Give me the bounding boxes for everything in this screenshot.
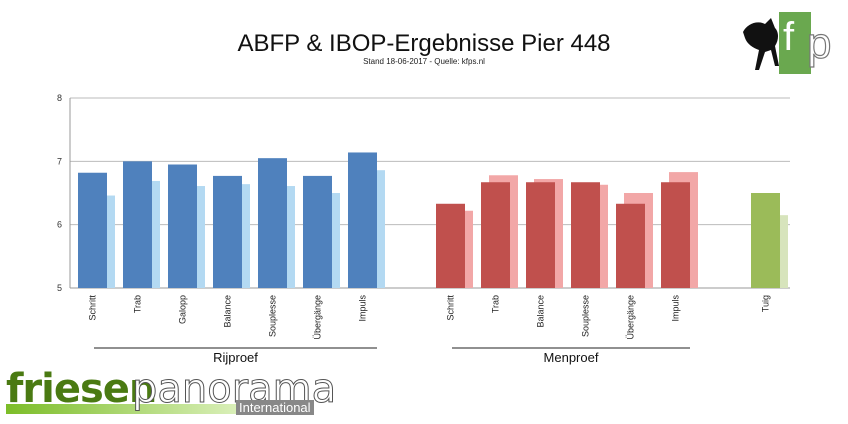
category-label: Impuls xyxy=(358,295,368,322)
value-bar xyxy=(616,203,645,288)
chart-subtitle: Stand 18-06-2017 - Quelle: kfps.nl xyxy=(363,57,485,66)
brand-word-friesen: friesen xyxy=(6,366,157,412)
chart-title: ABFP & IBOP-Ergebnisse Pier 448 xyxy=(237,30,611,57)
category-label: Tuig xyxy=(761,295,771,312)
y-tick-label: 5 xyxy=(57,283,62,293)
category-label: Balance xyxy=(223,295,233,328)
category-label: Balance xyxy=(536,295,546,328)
value-bar xyxy=(168,164,197,288)
value-bar xyxy=(123,161,152,288)
value-bar xyxy=(571,182,600,288)
group-label: Rijproef xyxy=(213,350,258,365)
y-tick-label: 8 xyxy=(57,93,62,103)
category-label: Übergänge xyxy=(626,295,636,340)
category-label: Impuls xyxy=(671,295,681,322)
logo-letter-f: f xyxy=(783,15,795,59)
y-tick-label: 7 xyxy=(57,156,62,166)
brand-word-international: International xyxy=(236,400,314,415)
value-bar xyxy=(348,152,377,288)
fp-logo: f p xyxy=(743,12,832,74)
value-bar xyxy=(661,182,690,288)
group-label: Menproef xyxy=(544,350,599,365)
value-bar xyxy=(303,175,332,288)
value-bar xyxy=(481,182,510,288)
logo-letter-p: p xyxy=(807,19,831,68)
value-bar xyxy=(436,203,465,288)
category-label: Schritt xyxy=(446,295,456,321)
category-label: Souplesse xyxy=(268,295,278,337)
category-label: Übergänge xyxy=(313,295,323,340)
category-label: Souplesse xyxy=(581,295,591,337)
value-bar xyxy=(78,172,107,288)
brand-underline xyxy=(6,404,236,414)
category-label: Galopp xyxy=(178,295,188,324)
category-label: Schritt xyxy=(88,295,98,321)
horse-silhouette-icon xyxy=(743,18,779,70)
value-bar xyxy=(258,158,287,288)
category-label: Trab xyxy=(133,295,143,313)
category-label: Trab xyxy=(491,295,501,313)
value-bar xyxy=(526,182,555,288)
value-bar xyxy=(751,193,780,288)
y-tick-label: 6 xyxy=(57,220,62,230)
value-bar xyxy=(213,175,242,288)
friesenpanorama-logo: friesen panorama International xyxy=(6,366,337,418)
